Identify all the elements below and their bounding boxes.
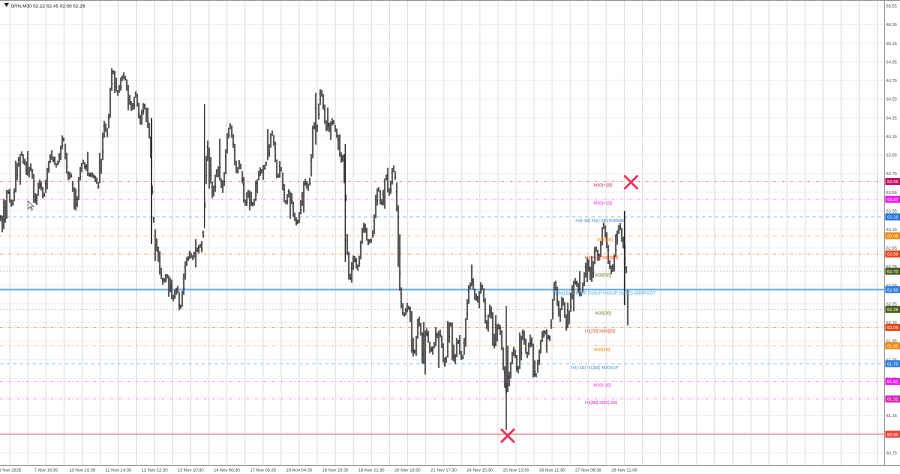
svg-text:M30(-1B): M30(-1B) xyxy=(594,383,612,388)
svg-text:M30(+1B): M30(+1B) xyxy=(594,200,614,205)
svg-text:14 Nov 08:30: 14 Nov 08:30 xyxy=(214,468,241,473)
svg-text:10 Nov 16:30: 10 Nov 16:30 xyxy=(69,468,96,473)
svg-text:61.70: 61.70 xyxy=(887,361,899,366)
svg-text:M30(+2B): M30(+2B) xyxy=(594,183,614,188)
svg-text:BRN(1B) W1SUP D1SUP H4SUP H1RE: BRN(1B) W1SUP D1SUP H4SUP H1RES M30PIVOT xyxy=(553,291,656,296)
svg-text:H4(-1B) H1(+2B) M30MB: H4(-1B) H1(+2B) M30MB xyxy=(576,218,624,223)
svg-text:28 Nov 11:00: 28 Nov 11:00 xyxy=(612,468,638,473)
svg-text:62.55: 62.55 xyxy=(886,283,897,288)
svg-text:64.75: 64.75 xyxy=(886,78,897,83)
svg-text:63.75: 63.75 xyxy=(886,171,897,176)
svg-text:63.35: 63.35 xyxy=(886,208,897,213)
svg-text:65.15: 65.15 xyxy=(886,41,897,46)
svg-text:17 Nov 06:30: 17 Nov 06:30 xyxy=(250,468,277,473)
svg-text:18 Nov 04:30: 18 Nov 04:30 xyxy=(286,468,313,473)
svg-text:62.50: 62.50 xyxy=(887,287,899,292)
svg-text:61.32: 61.32 xyxy=(887,397,899,402)
svg-text:63.15: 63.15 xyxy=(886,227,897,232)
svg-text:62.70: 62.70 xyxy=(887,269,899,274)
svg-text:26 Nov 11:30: 26 Nov 11:30 xyxy=(539,468,565,473)
svg-text:M30[4B]: M30[4B] xyxy=(597,237,613,242)
svg-text:61.75: 61.75 xyxy=(886,357,897,362)
svg-text:62.95: 62.95 xyxy=(886,246,897,251)
svg-text:27 Nov 09:30: 27 Nov 09:30 xyxy=(575,468,602,473)
svg-text:64.35: 64.35 xyxy=(886,115,897,120)
svg-text:61.90: 61.90 xyxy=(887,344,899,349)
svg-text:24 Nov 15:30: 24 Nov 15:30 xyxy=(467,468,494,473)
svg-text:M30[5B]: M30[5B] xyxy=(595,272,611,277)
svg-text:M30[1B]: M30[1B] xyxy=(594,347,610,352)
svg-text:H1[5B] M30(-2B): H1[5B] M30(-2B) xyxy=(585,400,618,405)
svg-text:62.35: 62.35 xyxy=(886,302,897,307)
svg-text:M30[3B]: M30[3B] xyxy=(595,311,611,316)
svg-text:61.15: 61.15 xyxy=(886,413,897,418)
svg-text:7 Nov 18:30: 7 Nov 18:30 xyxy=(34,468,58,473)
svg-text:19 Nov 21:30: 19 Nov 21:30 xyxy=(358,468,385,473)
svg-text:64.95: 64.95 xyxy=(886,60,897,65)
svg-text:H1(+1B) M30[8B]: H1(+1B) M30[8B] xyxy=(585,255,618,260)
svg-text:62.88: 62.88 xyxy=(887,252,899,257)
svg-text:65.55: 65.55 xyxy=(886,4,897,9)
svg-text:H4(-1B) H1[6B] M30SUP: H4(-1B) H1[6B] M30SUP xyxy=(571,365,619,370)
svg-text:61.95: 61.95 xyxy=(886,339,897,344)
svg-text:BRN,M30 62.22 62.45 62.08 62.: BRN,M30 62.22 62.45 62.08 62.28 xyxy=(11,3,85,9)
svg-text:64.15: 64.15 xyxy=(886,134,897,139)
svg-text:6 Nov 2025: 6 Nov 2025 xyxy=(0,468,22,473)
svg-text:62.15: 62.15 xyxy=(886,320,897,325)
svg-text:63.08: 63.08 xyxy=(887,234,899,239)
svg-text:63.95: 63.95 xyxy=(886,153,897,158)
svg-text:62.29: 62.29 xyxy=(887,307,899,312)
svg-text:64.55: 64.55 xyxy=(886,97,897,102)
svg-text:12 Nov 12:30: 12 Nov 12:30 xyxy=(142,468,169,473)
svg-text:18 Nov 23:30: 18 Nov 23:30 xyxy=(322,468,349,473)
svg-text:63.55: 63.55 xyxy=(886,190,897,195)
svg-text:60.75: 60.75 xyxy=(886,450,897,455)
svg-text:63.28: 63.28 xyxy=(887,215,899,220)
svg-text:20 Nov 19:30: 20 Nov 19:30 xyxy=(394,468,421,473)
svg-text:25 Nov 13:30: 25 Nov 13:30 xyxy=(503,468,530,473)
svg-text:65.35: 65.35 xyxy=(886,22,897,27)
svg-text:62.75: 62.75 xyxy=(886,264,897,269)
svg-text:63.66: 63.66 xyxy=(887,179,899,184)
svg-text:21 Nov 17:30: 21 Nov 17:30 xyxy=(431,468,458,473)
svg-text:61.51: 61.51 xyxy=(887,379,899,384)
svg-text:11 Nov 14:30: 11 Nov 14:30 xyxy=(106,468,132,473)
svg-text:13 Nov 10:30: 13 Nov 10:30 xyxy=(178,468,205,473)
svg-text:60.95: 60.95 xyxy=(887,432,899,437)
svg-text:62.09: 62.09 xyxy=(887,325,899,330)
svg-text:63.47: 63.47 xyxy=(887,197,899,202)
svg-text:H1[7B] M30[2B]: H1[7B] M30[2B] xyxy=(585,329,615,334)
